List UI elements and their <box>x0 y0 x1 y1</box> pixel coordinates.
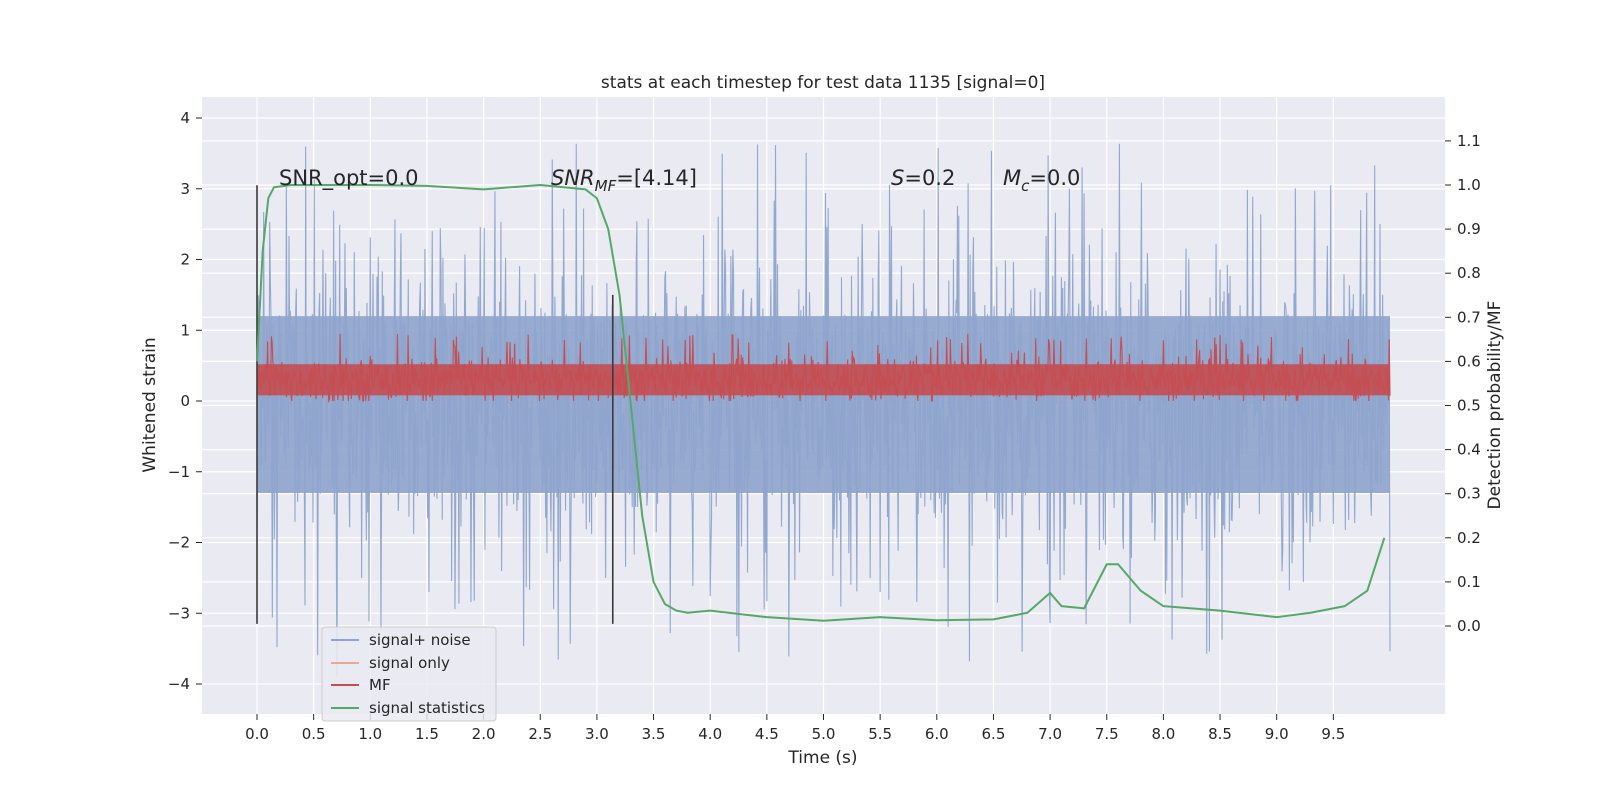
annotation-mc-subscript: c <box>1021 177 1030 195</box>
y-right-axis-ticks: 0.0 0.1 0.2 0.3 0.4 0.5 0.6 0.7 0.8 0.9 1.0 1.1 <box>1445 132 1481 635</box>
annotation-mc: Mc=0.0 <box>1003 166 1080 195</box>
annotation-snr-mf-value: =[4.14] <box>616 166 697 190</box>
legend-box <box>321 626 497 722</box>
y-right-tick-label-4: 0.4 <box>1457 441 1481 459</box>
x-tick-label-2: 1.0 <box>358 725 382 743</box>
x-tick-label-1: 0.5 <box>302 725 326 743</box>
legend-label-signal-only: signal only <box>369 654 450 672</box>
y-right-tick-label-11: 1.1 <box>1457 132 1481 150</box>
vertical-markers <box>256 185 614 624</box>
y-left-tick-label-8: 4 <box>180 109 190 127</box>
y-right-tick-label-7: 0.7 <box>1457 308 1481 326</box>
y-right-tick-label-3: 0.3 <box>1457 485 1481 503</box>
x-axis-label: Time (s) <box>787 748 857 768</box>
x-tick-label-19: 9.5 <box>1321 725 1345 743</box>
y-left-tick-label-7: 3 <box>180 180 190 198</box>
annotation-s: S=0.2 <box>891 166 955 190</box>
chart-title: stats at each timestep for test data 113… <box>601 73 1045 93</box>
y-right-tick-label-8: 0.8 <box>1457 264 1481 282</box>
annotation-snr-opt: SNR_opt=0.0 <box>279 166 419 191</box>
y-right-tick-label-6: 0.6 <box>1457 352 1481 370</box>
x-tick-label-0: 0.0 <box>245 725 269 743</box>
mf-line <box>256 333 1391 403</box>
y-left-tick-label-3: −1 <box>168 463 190 481</box>
y-right-tick-label-10: 1.0 <box>1457 176 1481 194</box>
x-tick-label-5: 2.5 <box>528 725 552 743</box>
annotation-snr-mf-subscript: MF <box>595 177 617 195</box>
x-tick-label-9: 4.5 <box>755 725 779 743</box>
annotation-s-value: =0.2 <box>904 166 955 190</box>
signal-statistics-line <box>256 184 1386 622</box>
signal-noise-line <box>256 143 1391 677</box>
legend: signal+ noise signal only MF signal stat… <box>321 626 497 722</box>
y-left-axis-label: Whitened strain <box>140 337 160 472</box>
annotations: SNR_opt=0.0 SNRMF=[4.14] S=0.2 Mc=0.0 <box>279 166 1080 195</box>
y-right-axis-label: Detection probability/MF <box>1485 301 1505 510</box>
annotation-mc-symbol: M <box>1003 166 1021 190</box>
legend-label-signal-statistics: signal statistics <box>369 699 485 717</box>
y-left-axis-ticks: −4 −3 −2 −1 0 1 2 3 4 <box>168 109 202 693</box>
x-axis-ticks: 0.0 0.5 1.0 1.5 2.0 2.5 3.0 3.5 4.0 4.5 5.0 5.5 6.0 6… <box>245 714 1345 743</box>
x-tick-label-13: 6.5 <box>982 725 1006 743</box>
x-tick-label-17: 8.5 <box>1208 725 1232 743</box>
y-left-tick-label-2: −2 <box>168 534 190 552</box>
x-tick-label-12: 6.0 <box>925 725 949 743</box>
x-tick-label-16: 8.0 <box>1151 725 1175 743</box>
annotation-s-symbol: S <box>891 166 904 190</box>
signal-statistics-series <box>256 184 1386 622</box>
y-left-tick-label-5: 1 <box>180 321 190 339</box>
x-tick-label-18: 9.0 <box>1265 725 1289 743</box>
y-right-tick-label-5: 0.5 <box>1457 397 1481 415</box>
y-right-tick-label-0: 0.0 <box>1457 617 1481 635</box>
y-left-tick-label-1: −3 <box>168 604 190 622</box>
x-tick-label-11: 5.5 <box>868 725 892 743</box>
y-left-tick-label-4: 0 <box>180 392 190 410</box>
signal-noise-series <box>256 143 1391 677</box>
annotation-snr-mf: SNRMF=[4.14] <box>551 166 697 195</box>
x-tick-label-7: 3.5 <box>642 725 666 743</box>
x-tick-label-14: 7.0 <box>1038 725 1062 743</box>
y-left-tick-label-6: 2 <box>180 251 190 269</box>
annotation-snr-mf-symbol: SNR <box>551 166 595 190</box>
annotation-mc-value: =0.0 <box>1029 166 1080 190</box>
x-tick-label-4: 2.0 <box>472 725 496 743</box>
x-tick-label-3: 1.5 <box>415 725 439 743</box>
y-right-tick-label-9: 0.9 <box>1457 220 1481 238</box>
y-left-tick-label-0: −4 <box>168 675 190 693</box>
x-tick-label-6: 3.0 <box>585 725 609 743</box>
legend-label-signal-noise: signal+ noise <box>369 631 471 649</box>
mf-series <box>256 333 1391 403</box>
x-tick-label-10: 5.0 <box>812 725 836 743</box>
y-right-tick-label-2: 0.2 <box>1457 529 1481 547</box>
x-tick-label-15: 7.5 <box>1095 725 1119 743</box>
y-right-tick-label-1: 0.1 <box>1457 573 1481 591</box>
legend-label-mf: MF <box>369 676 391 694</box>
x-tick-label-8: 4.0 <box>698 725 722 743</box>
